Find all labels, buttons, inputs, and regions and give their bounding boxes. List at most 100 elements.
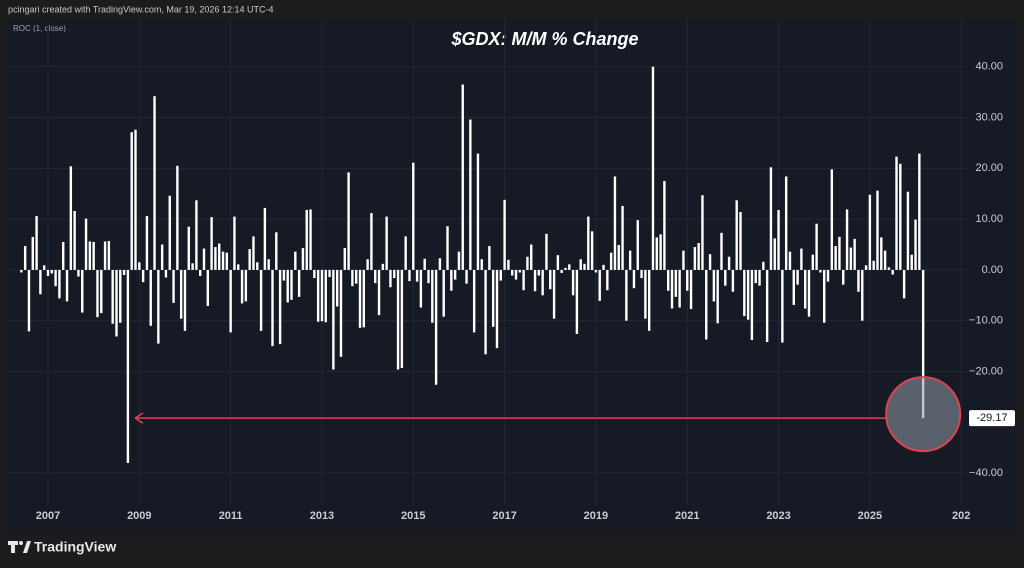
bar [697, 242, 700, 270]
bar [887, 267, 891, 270]
bar [876, 190, 879, 270]
bar [583, 263, 586, 270]
bar [294, 251, 297, 270]
y-tick-label: −40.00 [969, 467, 1003, 479]
bar [153, 96, 156, 270]
bar [313, 269, 316, 279]
bar [252, 236, 255, 270]
bar [263, 207, 267, 270]
bar [126, 269, 130, 463]
bar [408, 269, 411, 282]
bar [149, 269, 152, 326]
bar [792, 269, 795, 305]
bar [141, 269, 145, 283]
bar [640, 269, 643, 279]
bar [902, 269, 906, 299]
y-tick-label: 10.00 [975, 213, 1003, 225]
bar [275, 232, 278, 270]
bar [784, 176, 788, 270]
x-tick-label: 2017 [492, 510, 516, 522]
bar [864, 265, 868, 270]
bar [415, 269, 419, 282]
bar [552, 269, 556, 319]
bar [100, 269, 103, 314]
bar [297, 269, 301, 297]
bar [655, 237, 658, 270]
bar [469, 119, 472, 270]
bar [157, 269, 160, 344]
bar [50, 269, 54, 274]
brand-logo [8, 541, 31, 553]
brand: TradingView [34, 539, 116, 555]
bar [739, 212, 742, 270]
bar [838, 236, 841, 270]
bar [750, 269, 754, 341]
bar [453, 269, 457, 280]
highlight-circle [885, 376, 962, 453]
bar [781, 269, 784, 343]
bar [491, 269, 495, 327]
bar [320, 269, 324, 322]
bar [857, 269, 860, 292]
bar [788, 251, 792, 270]
bar [647, 269, 651, 331]
bar [423, 258, 426, 270]
x-tick-label: 2023 [766, 510, 790, 522]
bar [389, 269, 392, 288]
bar [842, 269, 845, 285]
bar [164, 269, 168, 278]
bar [442, 269, 445, 317]
bar [765, 269, 769, 343]
x-tick-label: 2021 [675, 510, 699, 522]
y-tick-label: −10.00 [969, 315, 1003, 327]
x-tick-label: 2025 [858, 510, 882, 522]
logo-mark [23, 541, 31, 553]
bar [800, 248, 803, 270]
bar [46, 269, 50, 277]
bar [731, 269, 735, 292]
bar [556, 255, 560, 270]
bar [769, 167, 773, 270]
bar [632, 269, 636, 289]
bar [134, 129, 137, 270]
grid [8, 20, 968, 505]
bar [762, 261, 765, 270]
bar [362, 269, 366, 328]
bar [111, 269, 114, 324]
bar [579, 259, 582, 270]
bar [233, 216, 236, 270]
bar [431, 269, 434, 323]
bar [716, 269, 719, 324]
bar [488, 246, 491, 270]
bar [84, 218, 88, 270]
bar [271, 269, 274, 347]
bar [176, 165, 179, 270]
bar [438, 258, 442, 270]
bar [914, 219, 917, 270]
bar [621, 205, 624, 270]
bar [868, 194, 872, 270]
bar [31, 236, 34, 270]
bar [316, 269, 320, 322]
bar [465, 269, 468, 284]
bar [400, 269, 404, 368]
bar [541, 269, 544, 296]
bar [849, 247, 853, 270]
bar [735, 200, 738, 270]
x-tick-label: 2007 [36, 510, 60, 522]
bar [427, 269, 430, 284]
bar [412, 162, 415, 270]
bar [549, 269, 552, 290]
bar [811, 254, 815, 270]
bar [575, 269, 579, 334]
bar [145, 216, 149, 270]
bar [667, 269, 670, 291]
y-tick-label: 40.00 [975, 61, 1003, 73]
bar [92, 241, 95, 270]
bar [195, 200, 198, 270]
bar [834, 246, 837, 270]
bar [602, 264, 605, 270]
x-tick-label: 2011 [219, 510, 243, 522]
bar [819, 269, 822, 273]
bar [678, 269, 681, 308]
